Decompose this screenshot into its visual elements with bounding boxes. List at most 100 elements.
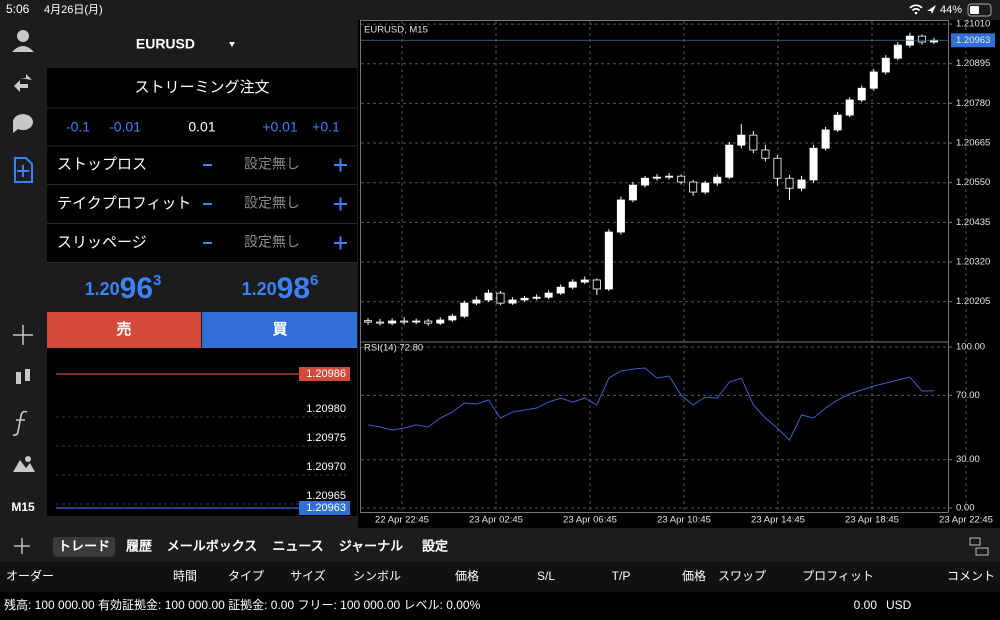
- candle-body: [484, 292, 493, 301]
- step-button[interactable]: -0.01: [109, 119, 141, 135]
- plus-button[interactable]: [334, 197, 347, 211]
- y-tick-label: 100.00: [956, 342, 985, 353]
- buy-button[interactable]: [202, 312, 357, 348]
- candle-body: [592, 279, 601, 290]
- profit-total: 0.00: [854, 598, 878, 612]
- tab[interactable]: 履歴: [126, 538, 152, 553]
- new-order-icon[interactable]: [14, 157, 33, 183]
- price-level: 1.20975: [306, 432, 346, 444]
- battery-percent: 44%: [940, 4, 962, 16]
- ask-pips: 98: [277, 272, 310, 305]
- candle-body: [869, 71, 878, 89]
- step-button[interactable]: +0.01: [262, 119, 298, 135]
- candle-body: [460, 302, 469, 317]
- candles-icon-2[interactable]: [25, 369, 30, 381]
- status-time: 5:06: [6, 2, 30, 16]
- candles-icon[interactable]: [16, 372, 21, 384]
- chart: 1.21010 1.20895 1.20780 1.20665 1.20550 1.204…: [361, 19, 995, 526]
- volume[interactable]: 0.01: [188, 119, 215, 135]
- step-button[interactable]: +0.1: [312, 119, 340, 135]
- candle-body: [737, 134, 746, 146]
- candle-body: [749, 134, 758, 151]
- y-tick-label: 1.20205: [956, 296, 990, 307]
- tab[interactable]: メールボックス: [167, 538, 258, 553]
- column-header: スワップ: [718, 569, 766, 583]
- price-level: 1.20980: [306, 403, 346, 415]
- row-label: ストップロス: [57, 156, 147, 173]
- new-order-plus[interactable]: [17, 165, 29, 177]
- symbol[interactable]: EURUSD: [136, 36, 195, 52]
- column-header: オーダー: [6, 568, 54, 583]
- add-icon[interactable]: [14, 538, 30, 554]
- x-tick-label: 23 Apr 18:45: [845, 515, 899, 526]
- crosshair-icon[interactable]: [13, 325, 33, 345]
- column-header: S/L: [537, 569, 555, 583]
- column-header: 価格: [682, 568, 706, 583]
- candle-body: [893, 44, 902, 59]
- ask-prefix: 1.20: [242, 279, 277, 299]
- tab[interactable]: ジャーナル: [339, 538, 403, 553]
- candle-body: [881, 57, 890, 73]
- candle-body: [388, 320, 397, 324]
- candle-body: [496, 292, 505, 304]
- layout-icon-2[interactable]: [975, 547, 989, 556]
- chat-icon[interactable]: [13, 114, 33, 133]
- sell-button[interactable]: [47, 312, 201, 348]
- y-tick-label: 1.21010: [956, 19, 990, 30]
- layout-icon[interactable]: [969, 537, 981, 546]
- candle-body: [364, 320, 373, 323]
- objects-icon[interactable]: [13, 460, 35, 472]
- tabs: トレード 履歴 メールボックス ニュース ジャーナル 設定: [53, 537, 448, 557]
- y-tick-label: 1.20665: [956, 138, 990, 149]
- wifi-dot: [914, 11, 918, 15]
- price-level: 1.20965: [306, 490, 346, 502]
- column-header: サイズ: [290, 568, 326, 583]
- x-tick-label: 23 Apr 10:45: [657, 515, 711, 526]
- candle-body: [653, 176, 662, 179]
- tab[interactable]: ニュース: [272, 538, 323, 553]
- account-icon-body[interactable]: [12, 46, 34, 52]
- candle-body: [821, 129, 830, 149]
- candle-body: [616, 199, 625, 233]
- candle-body: [701, 182, 710, 193]
- ask-price: 1.20986: [242, 272, 319, 305]
- timeframe[interactable]: M15: [11, 500, 35, 514]
- price-box: [299, 367, 350, 381]
- symbol-dropdown[interactable]: [229, 42, 235, 47]
- price-level: 1.20963: [306, 502, 346, 514]
- candle-body: [556, 286, 565, 294]
- sell-label[interactable]: 売: [116, 320, 131, 338]
- x-tick-label: 23 Apr 02:45: [469, 515, 523, 526]
- candle-body: [628, 184, 637, 201]
- price-box: [299, 501, 350, 515]
- y-tick-label: 1.20780: [956, 98, 990, 109]
- plus-button[interactable]: [334, 236, 347, 250]
- row-value: 設定無し: [244, 195, 300, 211]
- indicator-icon[interactable]: [12, 410, 28, 436]
- candle-body: [568, 281, 577, 288]
- row-label: テイクプロフィット: [57, 195, 191, 212]
- candle-body: [809, 147, 818, 181]
- step-button[interactable]: -0.1: [66, 119, 90, 135]
- tab[interactable]: 設定: [422, 538, 448, 553]
- columns-bg: [0, 562, 1000, 592]
- candle-body: [761, 149, 770, 159]
- row-value: 設定無し: [244, 156, 300, 172]
- current-price-label: 1.20963: [956, 35, 990, 46]
- account-icon[interactable]: [17, 30, 29, 42]
- candle-body: [376, 321, 385, 324]
- bid-point: 3: [153, 272, 161, 289]
- objects-icon-sun[interactable]: [25, 456, 31, 462]
- x-tick-label: 23 Apr 14:45: [751, 515, 805, 526]
- tab[interactable]: トレード: [58, 538, 110, 553]
- plus-button[interactable]: [334, 158, 347, 172]
- trade-icon[interactable]: [14, 74, 32, 92]
- x-tick-label: 22 Apr 22:45: [375, 515, 429, 526]
- tab-selected[interactable]: [53, 537, 115, 557]
- currency: USD: [886, 598, 912, 612]
- account-summary: 残高: 100 000.00 有効証拠金: 100 000.00 証拠金: 0.…: [4, 598, 481, 612]
- candle-body: [520, 297, 529, 301]
- sidebar: [12, 30, 35, 472]
- buy-label[interactable]: 買: [272, 321, 287, 338]
